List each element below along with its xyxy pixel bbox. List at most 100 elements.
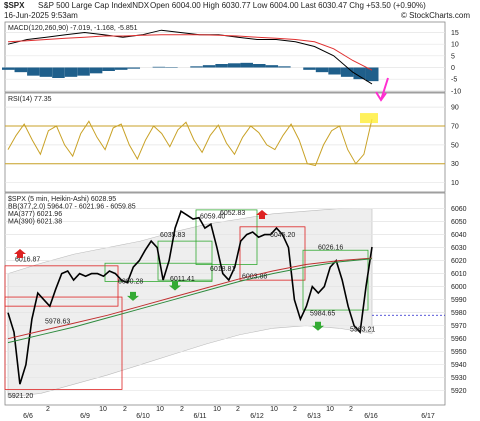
x-tick-label: 10: [156, 406, 164, 413]
x-tick-label: 2: [236, 406, 240, 413]
signal-box: [302, 249, 369, 311]
signal-arrow: [312, 321, 324, 331]
histogram-bar: [77, 67, 90, 76]
y-tick-label: 70: [451, 124, 459, 131]
x-tick-label: 6/9: [80, 413, 90, 420]
y-tick-label: 6020: [451, 258, 467, 265]
y-tick-label: 6030: [451, 245, 467, 252]
histogram-bar: [340, 67, 354, 77]
copyright: © StockCharts.com: [401, 11, 470, 20]
price-annotation: 5984.65: [310, 311, 335, 318]
x-tick-label: 2: [180, 406, 184, 413]
histogram-bar: [102, 67, 115, 71]
y-tick-label: 5: [451, 53, 455, 60]
histogram-bar: [253, 64, 266, 68]
y-tick-label: 5940: [451, 362, 467, 369]
histogram-bar: [152, 66, 166, 68]
price-annotation: 6059.40: [200, 213, 225, 220]
histogram-bar: [215, 64, 228, 68]
macd-line: [7, 34, 373, 71]
histogram-bar: [190, 66, 203, 68]
y-tick-label: 15: [451, 30, 459, 37]
y-tick-label: 6010: [451, 271, 467, 278]
panel-frame: [4, 21, 446, 93]
y-tick-label: 5990: [451, 297, 467, 304]
exchange: INDX: [130, 1, 150, 10]
x-tick-label: 2: [349, 406, 353, 413]
histogram-bar: [366, 67, 379, 82]
rsi-line: [7, 118, 373, 167]
signal-arrow: [14, 249, 26, 259]
legend: RSI(14) 77.35: [8, 96, 52, 103]
price-annotation: 6018.81: [210, 266, 235, 273]
signal-box: [239, 226, 306, 281]
moving-average: [7, 258, 373, 344]
y-tick-label: 5930: [451, 375, 467, 382]
panels: -10 -5 0 5 10 15 MACD(120,260,90) -7.019, -1.1…: [2, 21, 467, 420]
y-tick-label: 0: [451, 65, 455, 72]
moving-average: [7, 257, 373, 340]
index-name: S&P 500 Large Cap Index: [38, 1, 131, 10]
histogram-bar: [315, 67, 329, 73]
histogram-bar: [303, 67, 316, 70]
histogram-bar: [227, 63, 241, 68]
arrow: [375, 77, 389, 102]
x-tick-label: 10: [326, 406, 334, 413]
y-tick-label: 50: [451, 142, 459, 149]
histogram-bar: [14, 67, 28, 73]
signal-arrow: [127, 291, 139, 301]
price-annotation: 6052.83: [220, 210, 245, 217]
legend: BB(377,2.0) 5964.07 - 6021.96 - 6059.85: [8, 204, 136, 211]
legend: MA(390) 6021.38: [8, 219, 62, 226]
x-tick-label: 2: [123, 406, 127, 413]
signal-box: [4, 265, 119, 307]
signal-arrow: [256, 210, 268, 220]
price-annotation: 6011.41: [170, 276, 195, 283]
x-tick-label: 6/16: [364, 413, 378, 420]
y-tick-label: 5920: [451, 388, 467, 395]
highlight: [360, 113, 378, 124]
histogram-bar: [39, 67, 53, 77]
histogram-bar: [64, 67, 78, 77]
price-annotation: 6026.16: [318, 245, 343, 252]
histogram-bar: [202, 65, 216, 68]
x-tick-label: 10: [270, 406, 278, 413]
date: 16-Jun-2025 9:53am: [4, 11, 78, 20]
quote: Open 6004.00 High 6030.77 Low 6004.00 La…: [150, 1, 426, 10]
y-tick-label: 30: [451, 161, 459, 168]
y-tick-label: 6050: [451, 219, 467, 226]
price-line: [7, 209, 373, 385]
signal-arrow: [169, 281, 181, 291]
x-tick-label: 10: [99, 406, 107, 413]
y-tick-label: -10: [451, 88, 461, 95]
x-tick-label: 6/13: [307, 413, 321, 420]
x-tick-label: 6/10: [136, 413, 150, 420]
histogram-bar: [240, 62, 253, 68]
histogram-bar: [265, 65, 279, 68]
x-tick-label: 2: [46, 406, 50, 413]
y-tick-label: 5970: [451, 323, 467, 330]
panel-frame: [4, 92, 446, 193]
signal-box: [157, 240, 213, 281]
y-tick-label: 5960: [451, 336, 467, 343]
x-tick-label: 2: [293, 406, 297, 413]
y-tick-label: 90: [451, 105, 459, 112]
legend: MA(377) 6021.96: [8, 211, 62, 218]
price-annotation: 6045.20: [270, 232, 295, 239]
y-tick-label: 10: [451, 180, 459, 187]
y-tick-label: 6060: [451, 206, 467, 213]
y-tick-label: 5980: [451, 310, 467, 317]
y-tick-label: 5950: [451, 349, 467, 356]
price-annotation: 6016.87: [15, 257, 40, 264]
histogram-bar: [127, 67, 141, 69]
histogram-bar: [27, 67, 40, 76]
y-tick-label: 6000: [451, 284, 467, 291]
histogram-bar: [278, 66, 291, 68]
histogram-bar: [353, 67, 366, 80]
histogram-bar: [89, 67, 103, 74]
x-tick-label: 6/6: [23, 413, 33, 420]
y-tick-label: 10: [451, 42, 459, 49]
histogram-bar: [2, 67, 15, 70]
histogram-bar: [114, 67, 128, 70]
